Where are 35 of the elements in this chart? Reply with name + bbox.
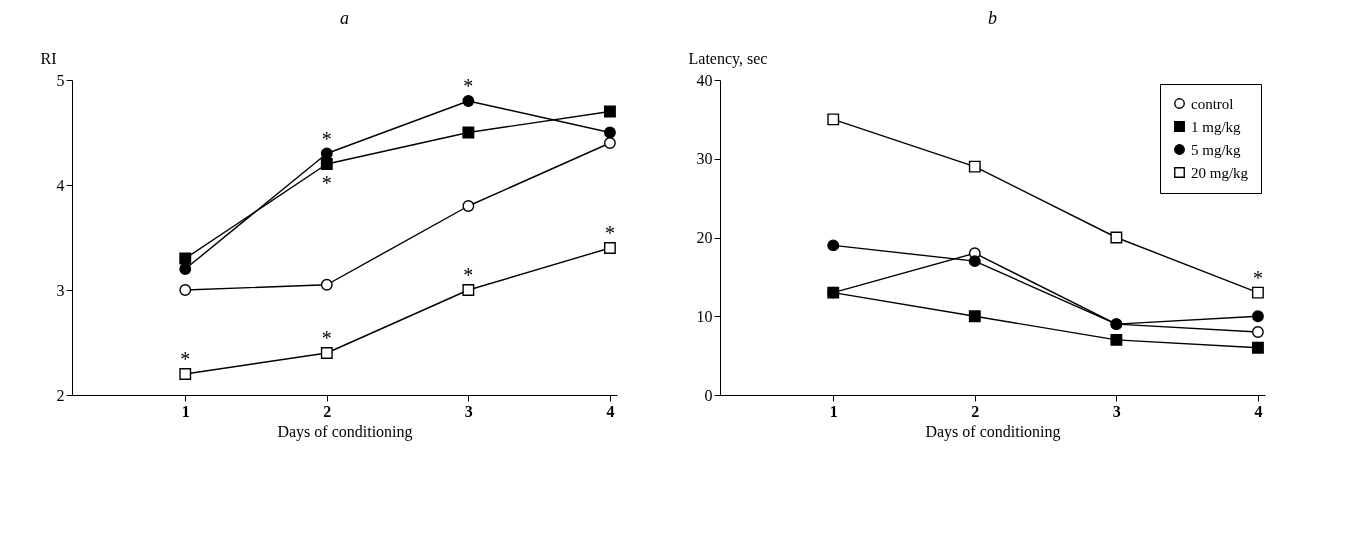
- y-tick-label: 4: [56, 176, 65, 194]
- x-tick-label: 2: [971, 402, 980, 420]
- x-axis-title: Days of conditioning: [925, 422, 1061, 441]
- annotation: *: [321, 172, 332, 194]
- annotation: *: [321, 127, 332, 150]
- y-tick-label: 30: [696, 150, 713, 168]
- legend-label: control: [1191, 95, 1234, 112]
- annotation: *: [321, 327, 332, 349]
- x-tick-label: 3: [464, 402, 473, 420]
- y-tick-label: 20: [696, 229, 713, 246]
- x-tick-label: 4: [1254, 402, 1263, 420]
- chart-title: a: [340, 8, 349, 28]
- y-tick-label: 2: [56, 386, 65, 404]
- y-axis-title: Latency, sec: [688, 49, 768, 68]
- annotation: *: [463, 264, 474, 286]
- x-tick-label: 3: [1112, 402, 1121, 420]
- x-axis-title: Days of conditioning: [277, 422, 413, 441]
- y-axis-title: RI: [40, 49, 57, 67]
- x-tick-label: 1: [181, 402, 190, 420]
- y-tick-label: 3: [56, 281, 65, 299]
- legend-label: 1 mg/kg: [1191, 118, 1242, 135]
- annotation: *: [1252, 266, 1263, 289]
- legend-label: 5 mg/kg: [1191, 141, 1242, 158]
- annotation: *: [180, 348, 191, 370]
- x-tick-label: 2: [323, 402, 332, 420]
- annotation: *: [463, 75, 474, 97]
- y-tick-label: 5: [56, 71, 65, 89]
- x-tick-label: 1: [829, 402, 838, 420]
- y-tick-label: 10: [696, 307, 713, 325]
- y-tick-label: 40: [696, 71, 713, 89]
- chart-title: b: [988, 8, 997, 28]
- y-tick-label: 0: [704, 386, 713, 404]
- annotation: *: [604, 222, 615, 244]
- legend-label: 20 mg/kg: [1191, 164, 1249, 181]
- x-tick-label: 4: [606, 402, 615, 420]
